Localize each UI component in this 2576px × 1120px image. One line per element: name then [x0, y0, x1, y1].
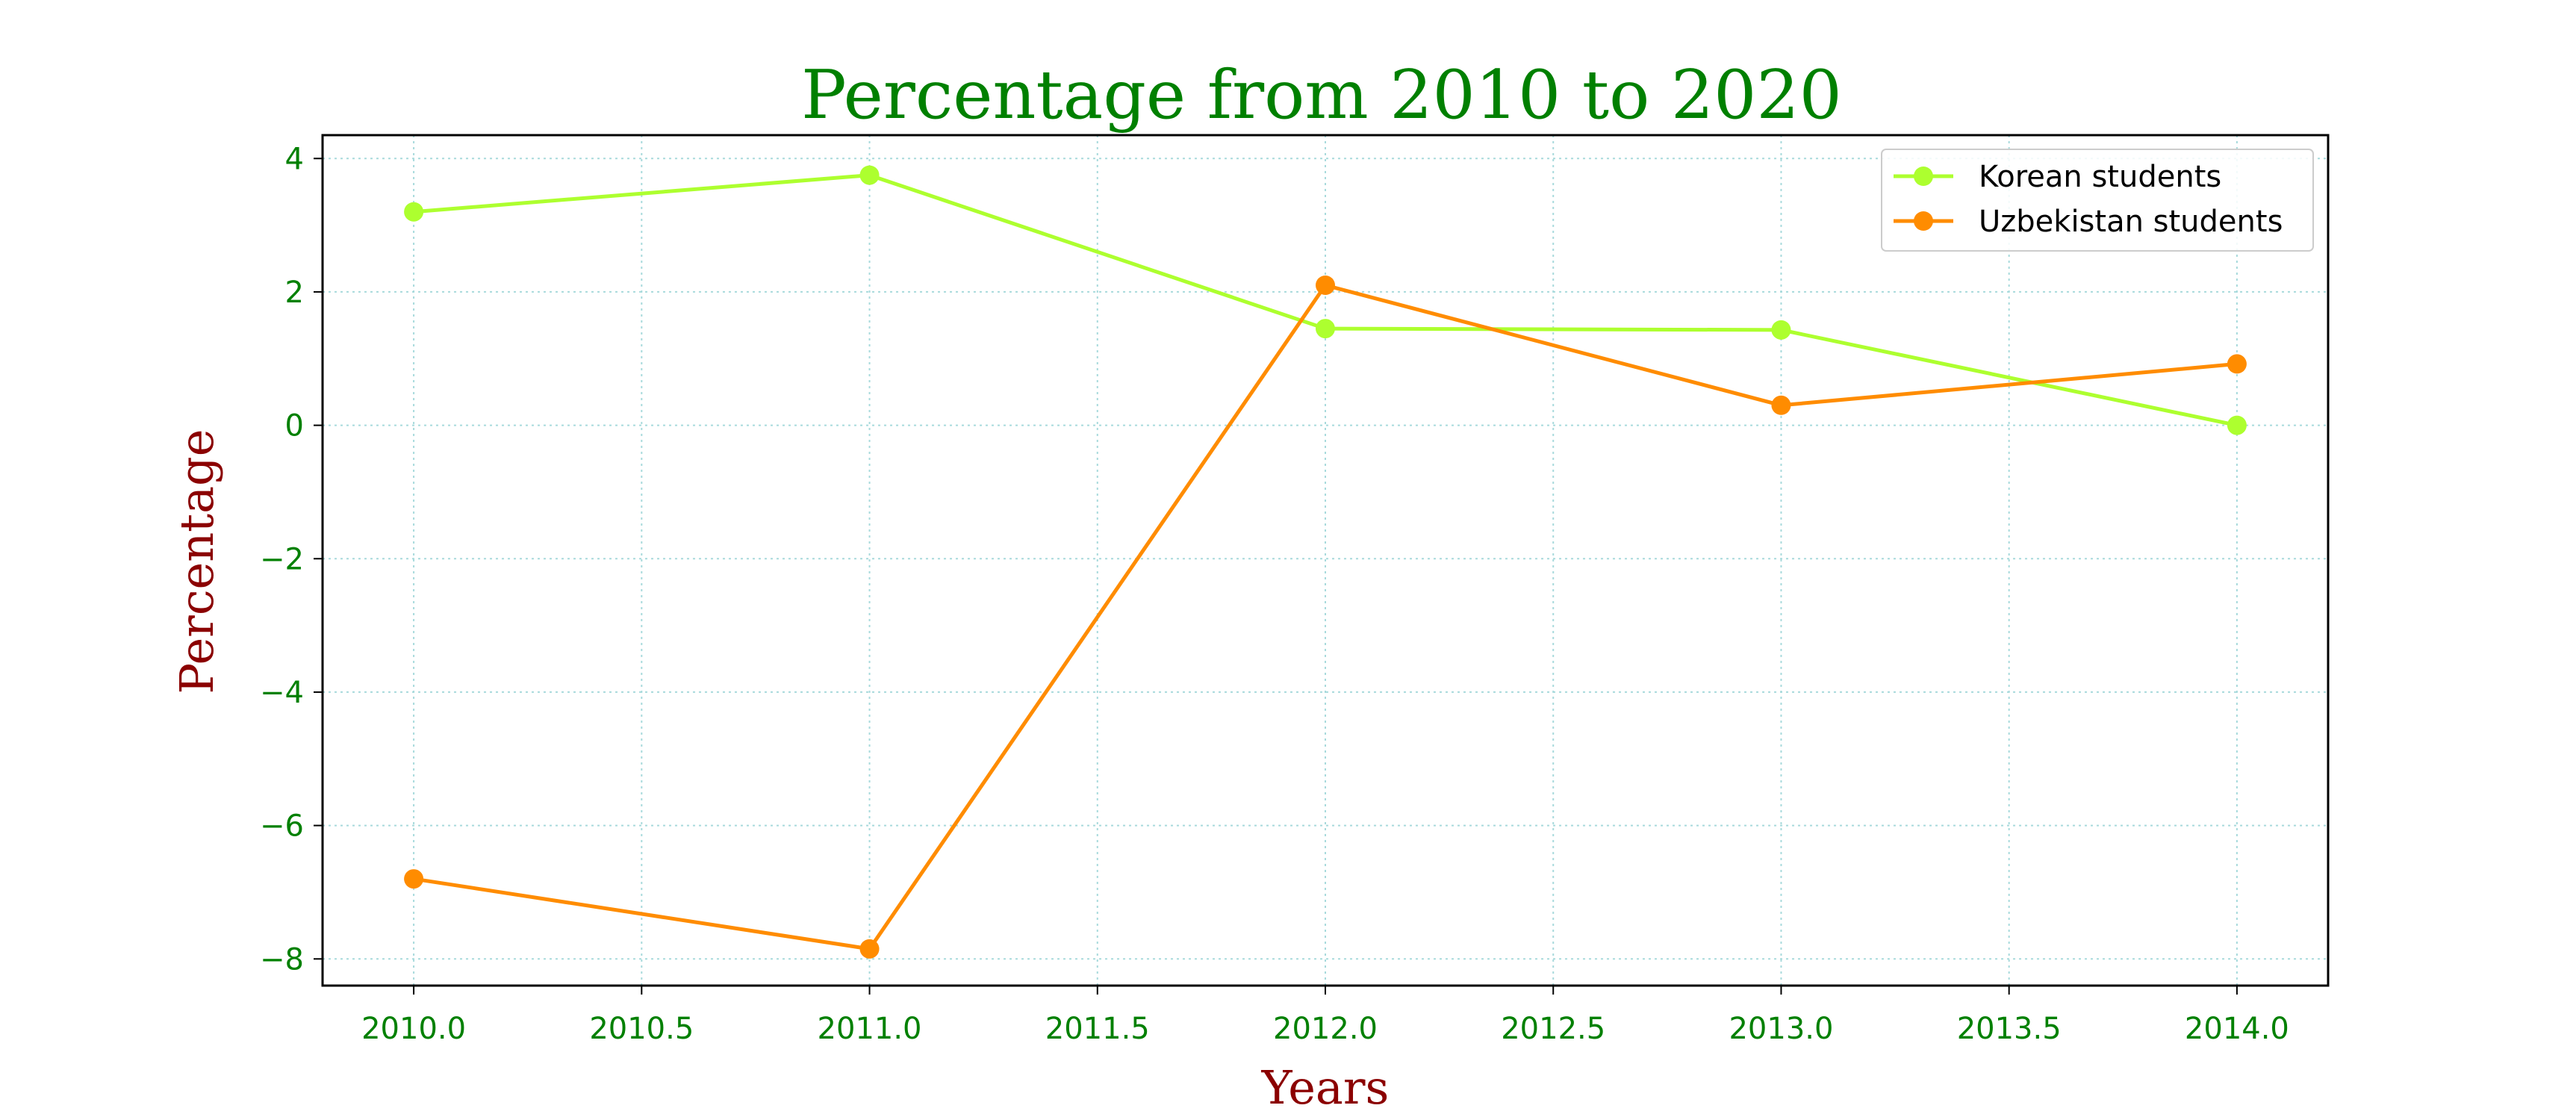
- x-axis-ticks: 2010.0 2010.5 2011.0 2011.5 2012.0 2012.5 2013…: [361, 986, 2289, 1046]
- x-tick-label: 2012.0: [1273, 1012, 1378, 1046]
- data-point: [2227, 354, 2247, 374]
- chart-title: Percentage from 2010 to 2020: [801, 56, 1842, 134]
- legend-marker: [1914, 167, 1933, 186]
- y-tick-label: 0: [285, 409, 304, 444]
- y-tick-label: 2: [285, 276, 304, 310]
- y-tick-label: 4: [285, 142, 304, 176]
- x-tick-label: 2013.0: [1729, 1012, 1833, 1046]
- y-tick-label: −4: [260, 676, 304, 710]
- data-point: [1316, 319, 1335, 339]
- data-point: [1771, 395, 1791, 415]
- y-axis-label: Percentage: [169, 429, 224, 694]
- data-point: [859, 165, 880, 185]
- grid-lines: [323, 135, 2328, 986]
- x-tick-label: 2011.5: [1045, 1012, 1150, 1046]
- y-tick-label: −6: [260, 809, 304, 844]
- legend-label: Korean students: [1979, 160, 2221, 194]
- x-tick-label: 2012.5: [1501, 1012, 1605, 1046]
- y-tick-label: −2: [260, 542, 304, 576]
- y-tick-label: −8: [260, 942, 304, 977]
- x-axis-label: Years: [1261, 1060, 1390, 1115]
- data-point: [859, 939, 880, 959]
- data-point: [404, 869, 424, 889]
- data-point: [2227, 415, 2247, 435]
- y-axis-ticks: 4 2 0 −2 −4 −6 −8: [260, 142, 323, 977]
- x-tick-label: 2010.5: [589, 1012, 694, 1046]
- data-point: [1771, 320, 1791, 340]
- legend-marker: [1914, 211, 1933, 231]
- legend: Korean students Uzbekistan students: [1881, 149, 2314, 252]
- x-tick-label: 2014.0: [2185, 1012, 2289, 1046]
- x-tick-label: 2013.5: [1957, 1012, 2062, 1046]
- legend-label: Uzbekistan students: [1979, 205, 2283, 239]
- legend-box: [1881, 149, 2314, 252]
- data-point: [1316, 276, 1335, 295]
- series-layer: [404, 165, 2247, 959]
- series-line-1: [413, 283, 2238, 951]
- data-point: [404, 202, 424, 222]
- x-tick-label: 2011.0: [818, 1012, 922, 1046]
- x-tick-label: 2010.0: [361, 1012, 466, 1046]
